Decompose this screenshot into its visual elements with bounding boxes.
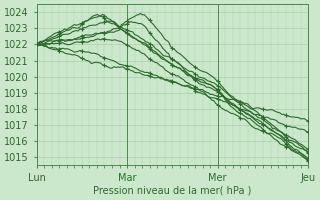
X-axis label: Pression niveau de la mer( hPa ): Pression niveau de la mer( hPa ) [93, 186, 252, 196]
